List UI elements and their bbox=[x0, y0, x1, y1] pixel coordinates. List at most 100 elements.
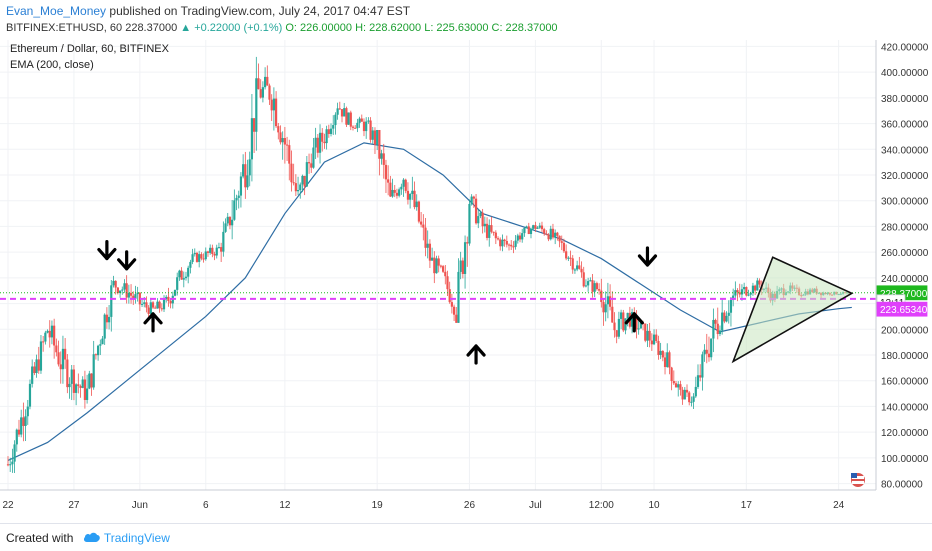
candle-down bbox=[213, 253, 216, 256]
candle-up bbox=[740, 289, 744, 295]
candle-down bbox=[613, 322, 616, 331]
published-text: published on TradingView.com, July 24, 2… bbox=[109, 4, 411, 18]
candle-down bbox=[147, 307, 150, 314]
candle-down bbox=[288, 145, 291, 164]
created-with[interactable]: Created with TradingView bbox=[6, 531, 170, 546]
candle-up bbox=[314, 137, 317, 148]
down-arrow-icon[interactable] bbox=[117, 250, 137, 271]
candle-up bbox=[162, 299, 166, 310]
candle-down bbox=[591, 280, 594, 292]
candle-down bbox=[64, 348, 67, 360]
author-link[interactable]: Evan_Moe_Money bbox=[6, 4, 107, 18]
high-value: H: 228.62000 bbox=[355, 22, 422, 34]
candle-up bbox=[255, 78, 258, 132]
symbol-label[interactable]: BITFINEX:ETHUSD, 60 bbox=[6, 22, 123, 34]
candle-down bbox=[598, 289, 601, 291]
candle-down bbox=[417, 201, 421, 222]
price-tick-label: 380.00000 bbox=[881, 94, 929, 105]
annotation-arrows[interactable] bbox=[97, 239, 658, 365]
candle-up bbox=[215, 247, 218, 256]
candle-up bbox=[729, 299, 733, 313]
flag-icon[interactable] bbox=[851, 473, 865, 487]
price-tick-label: 360.00000 bbox=[881, 120, 929, 131]
candle-up bbox=[751, 285, 755, 293]
cloud-icon bbox=[83, 531, 101, 546]
candle-up bbox=[756, 280, 759, 291]
candle-up bbox=[501, 239, 504, 247]
candles-group bbox=[6, 56, 851, 474]
candle-down bbox=[446, 276, 449, 290]
candle-down bbox=[266, 76, 269, 86]
candle-up bbox=[334, 114, 337, 126]
candle-down bbox=[615, 330, 618, 337]
candle-down bbox=[679, 384, 682, 390]
down-arrow-icon[interactable] bbox=[97, 239, 117, 261]
candle-down bbox=[406, 190, 410, 200]
price-tick-label: 80.00000 bbox=[881, 480, 923, 491]
flag-icon-stripe bbox=[852, 476, 864, 479]
chart-area[interactable]: 420.00000 400.00000 380.00000 360.00000 340.… bbox=[0, 40, 932, 523]
candle-down bbox=[527, 226, 530, 235]
price-tick-label: 320.00000 bbox=[881, 171, 929, 182]
candle-down bbox=[310, 163, 313, 168]
candle-down bbox=[472, 196, 475, 199]
candle-down bbox=[53, 325, 56, 346]
candle-up bbox=[101, 338, 104, 345]
candle-down bbox=[195, 252, 199, 262]
candle-down bbox=[595, 283, 599, 290]
candle-up bbox=[701, 354, 704, 378]
candle-up bbox=[666, 352, 669, 368]
candle-up bbox=[61, 348, 65, 370]
up-arrow-icon[interactable] bbox=[624, 312, 644, 333]
candle-down bbox=[307, 162, 311, 164]
candle-up bbox=[9, 464, 12, 466]
candle-up bbox=[299, 184, 302, 191]
candle-down bbox=[648, 330, 651, 341]
price-tick-label: 160.00000 bbox=[881, 377, 929, 388]
candle-up bbox=[110, 285, 113, 317]
candle-up bbox=[305, 162, 308, 187]
candle-down bbox=[274, 98, 278, 127]
candle-down bbox=[129, 292, 133, 296]
candle-up bbox=[538, 225, 541, 228]
up-arrow-icon[interactable] bbox=[466, 344, 486, 365]
candle-down bbox=[290, 163, 293, 183]
candle-down bbox=[154, 307, 157, 309]
candle-up bbox=[516, 235, 519, 241]
up-arrow-icon[interactable] bbox=[143, 312, 163, 333]
candle-up bbox=[68, 383, 71, 388]
price-tags: 228.3700012:11223.65340 bbox=[851, 285, 928, 487]
candle-up bbox=[391, 189, 394, 197]
candle-down bbox=[55, 345, 58, 353]
candle-up bbox=[532, 225, 535, 229]
triangle-pattern[interactable] bbox=[731, 256, 854, 364]
time-axis[interactable]: 22 27 Jun 6 12 19 26 Jul 12:00 10 17 24 bbox=[2, 500, 844, 511]
candle-up bbox=[143, 302, 146, 304]
down-arrow-icon[interactable] bbox=[637, 246, 658, 267]
candle-down bbox=[707, 353, 711, 358]
price-axis[interactable]: 420.00000 400.00000 380.00000 360.00000 340.… bbox=[881, 42, 929, 490]
chart-header: Evan_Moe_Money published on TradingView.… bbox=[0, 0, 932, 40]
candle-down bbox=[169, 300, 172, 304]
price-tick-label: 240.00000 bbox=[881, 274, 929, 285]
created-with-text: Created with bbox=[6, 531, 74, 545]
candle-up bbox=[50, 325, 54, 338]
candle-down bbox=[448, 289, 451, 303]
candle-down bbox=[452, 306, 456, 315]
candle-up bbox=[11, 461, 14, 465]
candle-down bbox=[167, 296, 170, 301]
candle-down bbox=[83, 379, 87, 400]
price-chart[interactable]: 420.00000 400.00000 380.00000 360.00000 340.… bbox=[0, 40, 932, 523]
candle-up bbox=[176, 277, 179, 290]
candle-down bbox=[57, 352, 60, 365]
symmetrical-triangle[interactable] bbox=[731, 256, 854, 364]
candle-down bbox=[582, 272, 585, 287]
candle-up bbox=[630, 312, 634, 327]
candle-down bbox=[611, 306, 614, 323]
candle-down bbox=[602, 302, 605, 313]
symbol-ohlc-line: BITFINEX:ETHUSD, 60 228.37000 ▲ +0.22000… bbox=[6, 22, 558, 34]
candle-up bbox=[250, 118, 254, 160]
candle-up bbox=[248, 159, 251, 176]
candle-up bbox=[35, 359, 38, 374]
candle-down bbox=[670, 367, 673, 382]
